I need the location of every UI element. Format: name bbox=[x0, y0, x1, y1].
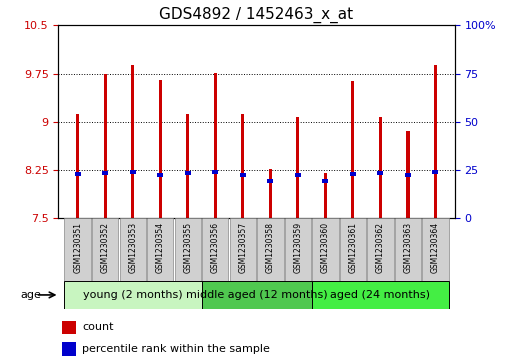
Bar bbox=[422, 218, 449, 281]
Bar bbox=[267, 179, 273, 183]
Text: age: age bbox=[20, 290, 41, 300]
Bar bbox=[269, 169, 272, 218]
Text: GSM1230364: GSM1230364 bbox=[431, 222, 440, 273]
Text: GSM1230363: GSM1230363 bbox=[403, 222, 412, 273]
Title: GDS4892 / 1452463_x_at: GDS4892 / 1452463_x_at bbox=[160, 7, 354, 23]
Bar bbox=[202, 218, 229, 281]
Text: young (2 months): young (2 months) bbox=[83, 290, 182, 300]
Bar bbox=[157, 173, 163, 177]
Bar bbox=[230, 218, 256, 281]
Bar bbox=[378, 117, 382, 218]
Bar bbox=[75, 172, 81, 176]
Text: GSM1230357: GSM1230357 bbox=[238, 222, 247, 273]
Bar bbox=[350, 172, 356, 176]
Bar bbox=[64, 281, 202, 309]
Text: GSM1230362: GSM1230362 bbox=[376, 222, 385, 273]
Bar bbox=[351, 81, 355, 218]
Text: GSM1230361: GSM1230361 bbox=[348, 222, 357, 273]
Bar bbox=[65, 218, 91, 281]
Bar bbox=[367, 218, 394, 281]
Bar bbox=[76, 114, 79, 218]
Bar bbox=[62, 342, 76, 355]
Bar bbox=[257, 218, 283, 281]
Text: GSM1230353: GSM1230353 bbox=[128, 222, 137, 273]
Bar bbox=[296, 117, 300, 218]
Text: GSM1230356: GSM1230356 bbox=[211, 222, 220, 273]
Bar bbox=[284, 218, 311, 281]
Bar bbox=[186, 114, 189, 218]
Bar bbox=[214, 73, 217, 218]
Bar bbox=[395, 218, 421, 281]
Bar bbox=[102, 171, 108, 175]
Text: count: count bbox=[82, 322, 114, 332]
Bar bbox=[104, 74, 107, 218]
Bar bbox=[434, 65, 437, 218]
Bar bbox=[311, 281, 449, 309]
Bar bbox=[322, 179, 328, 183]
Bar bbox=[158, 80, 162, 218]
Bar bbox=[147, 218, 173, 281]
Text: GSM1230360: GSM1230360 bbox=[321, 222, 330, 273]
Text: aged (24 months): aged (24 months) bbox=[330, 290, 430, 300]
Bar bbox=[340, 218, 366, 281]
Bar bbox=[119, 218, 146, 281]
Bar bbox=[130, 170, 136, 174]
Text: middle aged (12 months): middle aged (12 months) bbox=[186, 290, 327, 300]
Text: GSM1230352: GSM1230352 bbox=[101, 222, 110, 273]
Bar bbox=[377, 171, 384, 175]
Bar bbox=[175, 218, 201, 281]
Bar bbox=[432, 170, 438, 174]
Text: GSM1230351: GSM1230351 bbox=[73, 222, 82, 273]
Bar bbox=[92, 218, 118, 281]
Text: percentile rank within the sample: percentile rank within the sample bbox=[82, 344, 270, 354]
Bar bbox=[406, 131, 409, 218]
Bar bbox=[295, 173, 301, 177]
Bar bbox=[405, 173, 411, 177]
Text: GSM1230355: GSM1230355 bbox=[183, 222, 192, 273]
Text: GSM1230358: GSM1230358 bbox=[266, 222, 275, 273]
Bar bbox=[185, 171, 191, 175]
Bar bbox=[131, 65, 134, 218]
Bar bbox=[241, 114, 244, 218]
Bar bbox=[324, 173, 327, 218]
Text: GSM1230359: GSM1230359 bbox=[293, 222, 302, 273]
Text: GSM1230354: GSM1230354 bbox=[156, 222, 165, 273]
Bar bbox=[312, 218, 338, 281]
Bar bbox=[240, 173, 246, 177]
Bar bbox=[202, 281, 311, 309]
Bar bbox=[212, 170, 218, 174]
Bar bbox=[62, 321, 76, 334]
